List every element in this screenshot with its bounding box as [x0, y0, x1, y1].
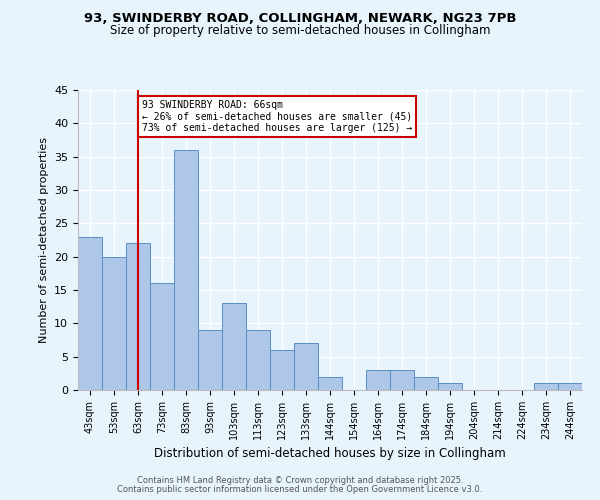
Y-axis label: Number of semi-detached properties: Number of semi-detached properties	[38, 137, 49, 343]
Bar	[198, 330, 222, 390]
Bar	[390, 370, 414, 390]
Bar	[294, 344, 318, 390]
Text: Contains HM Land Registry data © Crown copyright and database right 2025.: Contains HM Land Registry data © Crown c…	[137, 476, 463, 485]
Bar	[174, 150, 198, 390]
Bar	[558, 384, 582, 390]
Bar	[534, 384, 558, 390]
Bar	[126, 244, 150, 390]
Bar	[78, 236, 102, 390]
Text: Size of property relative to semi-detached houses in Collingham: Size of property relative to semi-detach…	[110, 24, 490, 37]
Bar	[222, 304, 246, 390]
Bar	[318, 376, 342, 390]
Text: 93 SWINDERBY ROAD: 66sqm
← 26% of semi-detached houses are smaller (45)
73% of s: 93 SWINDERBY ROAD: 66sqm ← 26% of semi-d…	[142, 100, 412, 133]
Bar	[102, 256, 126, 390]
Text: 93, SWINDERBY ROAD, COLLINGHAM, NEWARK, NG23 7PB: 93, SWINDERBY ROAD, COLLINGHAM, NEWARK, …	[84, 12, 516, 26]
Bar	[246, 330, 270, 390]
Bar	[270, 350, 294, 390]
Bar	[150, 284, 174, 390]
Bar	[414, 376, 438, 390]
X-axis label: Distribution of semi-detached houses by size in Collingham: Distribution of semi-detached houses by …	[154, 448, 506, 460]
Bar	[438, 384, 462, 390]
Text: Contains public sector information licensed under the Open Government Licence v3: Contains public sector information licen…	[118, 485, 482, 494]
Bar	[366, 370, 390, 390]
